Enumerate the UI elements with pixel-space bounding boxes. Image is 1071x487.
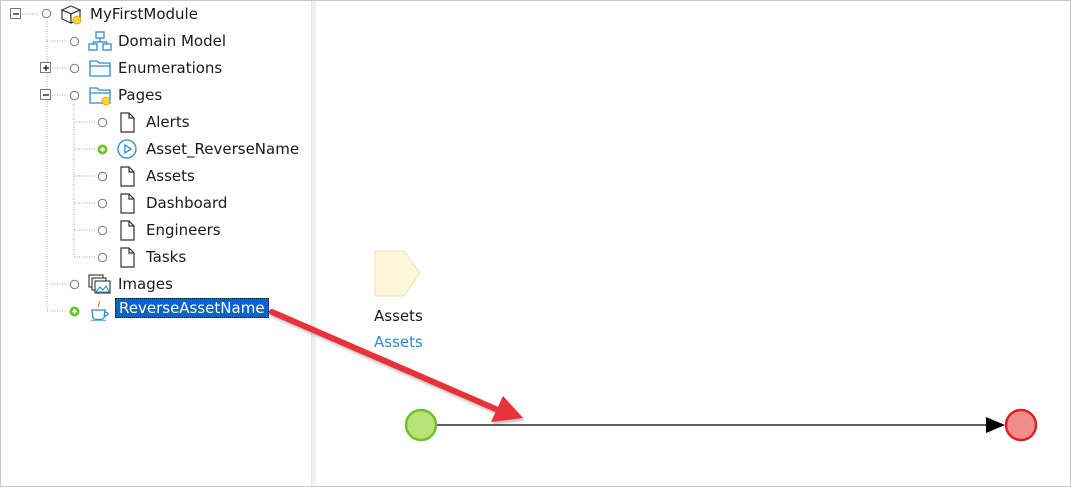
parameter-type: Assets	[374, 333, 423, 351]
tree-item-label[interactable]: MyFirstModule	[90, 5, 198, 23]
java-action-icon	[91, 300, 109, 321]
tree-item-label[interactable]: Dashboard	[146, 194, 228, 212]
status-circle-icon	[97, 198, 108, 209]
play-circle-icon	[117, 139, 137, 159]
status-circle-icon	[41, 8, 52, 19]
end-event-icon[interactable]	[1004, 408, 1040, 444]
tree-item-label[interactable]: Tasks	[146, 248, 187, 266]
expand-icon[interactable]	[40, 62, 51, 73]
parameter-name: Assets	[374, 307, 423, 325]
start-event-icon[interactable]	[404, 408, 440, 444]
folder-open-icon	[89, 87, 111, 106]
status-circle-icon	[69, 63, 80, 74]
status-circle-icon	[69, 36, 80, 47]
page-icon	[120, 247, 135, 268]
image-collection-icon	[88, 274, 111, 294]
sequence-flow-arrow[interactable]	[406, 406, 1046, 446]
page-icon	[120, 193, 135, 214]
tree-item-label[interactable]: Asset_ReverseName	[146, 140, 300, 158]
tree-item-label[interactable]: Alerts	[146, 113, 190, 131]
collapse-icon[interactable]	[10, 8, 21, 19]
status-circle-icon	[97, 225, 108, 236]
added-status-icon	[69, 306, 80, 317]
parameter-icon[interactable]	[374, 250, 422, 298]
tree-item-label[interactable]: Domain Model	[118, 32, 227, 50]
status-circle-icon	[97, 171, 108, 182]
tree-item-label[interactable]: Engineers	[146, 221, 221, 239]
project-explorer-tree[interactable]: MyFirstModule Domain Model Enumerations …	[1, 1, 311, 486]
panel-splitter[interactable]	[311, 1, 316, 486]
module-box-icon	[60, 5, 82, 25]
collapse-icon[interactable]	[40, 89, 51, 100]
folder-icon	[89, 60, 111, 77]
tree-item-label[interactable]: Images	[118, 275, 173, 293]
microflow-canvas[interactable]: Assets Assets	[316, 1, 1070, 486]
status-circle-icon	[97, 117, 108, 128]
domain-model-icon	[88, 31, 112, 51]
status-circle-icon	[69, 90, 80, 101]
tree-item-label-selected[interactable]: ReverseAssetName	[115, 298, 269, 318]
page-icon	[120, 220, 135, 241]
tree-item-label[interactable]: Pages	[118, 86, 163, 104]
page-icon	[120, 112, 135, 133]
status-circle-icon	[69, 279, 80, 290]
added-status-icon	[97, 144, 108, 155]
status-circle-icon	[97, 252, 108, 263]
tree-item-label[interactable]: Enumerations	[118, 59, 223, 77]
tree-item-label[interactable]: Assets	[146, 167, 195, 185]
page-icon	[120, 166, 135, 187]
